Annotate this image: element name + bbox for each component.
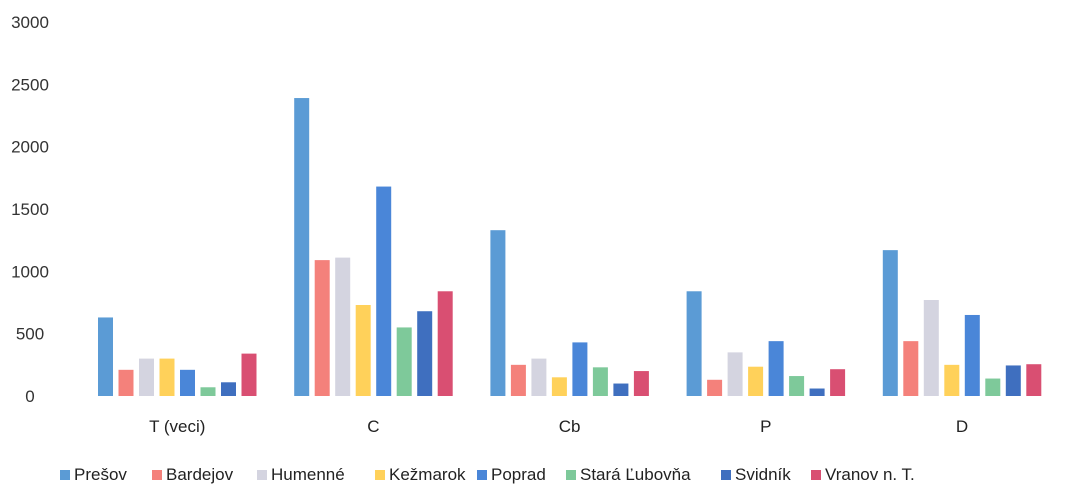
legend-swatch	[811, 470, 821, 480]
bar	[613, 383, 629, 396]
bar	[510, 364, 526, 396]
bar	[686, 291, 702, 396]
x-axis: T (veci) C Cb P D	[149, 417, 968, 436]
x-tick-label: Cb	[559, 417, 581, 436]
y-tick-label: 1000	[11, 262, 49, 281]
bar	[748, 366, 764, 396]
bar	[1026, 364, 1042, 396]
x-tick-label: P	[760, 417, 771, 436]
bar	[944, 364, 960, 396]
legend-label: Prešov	[74, 465, 127, 484]
legend-item: Vranov n. T.	[811, 465, 915, 484]
bar	[1005, 365, 1021, 396]
legend-swatch	[375, 470, 385, 480]
bar	[903, 341, 919, 396]
legend: Prešov Bardejov Humenné Kežmarok Poprad Stará…	[60, 465, 915, 484]
legend-label: Humenné	[271, 465, 345, 484]
legend-label: Vranov n. T.	[825, 465, 915, 484]
bar	[809, 388, 825, 396]
y-tick-label: 2500	[11, 75, 49, 94]
y-tick-label: 3000	[11, 13, 49, 32]
legend-swatch	[566, 470, 576, 480]
bar	[139, 358, 154, 396]
y-tick-label: 0	[25, 387, 34, 406]
legend-label: Poprad	[491, 465, 546, 484]
legend-label: Kežmarok	[389, 465, 466, 484]
legend-swatch	[257, 470, 267, 480]
bar	[417, 311, 433, 396]
bar	[572, 342, 588, 396]
bar	[118, 369, 134, 396]
bar	[923, 300, 939, 396]
legend-item: Prešov	[60, 465, 127, 484]
bar	[159, 358, 175, 396]
legend-swatch	[477, 470, 487, 480]
legend-item: Stará Ľubovňa	[566, 465, 691, 484]
bar	[985, 378, 1001, 396]
legend-swatch	[152, 470, 162, 480]
bar	[727, 352, 743, 396]
bar	[830, 369, 846, 396]
x-tick-label: T (veci)	[149, 417, 205, 436]
bar	[964, 314, 980, 396]
bar	[376, 186, 392, 396]
legend-item: Humenné	[257, 465, 345, 484]
bar	[437, 291, 453, 396]
bar	[98, 317, 113, 396]
bar	[531, 358, 547, 396]
legend-item: Svidník	[721, 465, 791, 484]
legend-item: Bardejov	[152, 465, 234, 484]
legend-label: Stará Ľubovňa	[580, 465, 691, 484]
bar	[294, 98, 310, 397]
y-axis: 0 500 1000 1500 2000 2500 3000	[11, 13, 49, 406]
bar	[221, 382, 236, 396]
bar	[241, 353, 257, 396]
legend-swatch	[721, 470, 731, 480]
bar	[355, 304, 371, 396]
legend-label: Bardejov	[166, 465, 234, 484]
legend-item: Poprad	[477, 465, 546, 484]
legend-item: Kežmarok	[375, 465, 466, 484]
y-tick-label: 2000	[11, 138, 49, 157]
x-tick-label: C	[367, 417, 379, 436]
bar	[592, 367, 608, 396]
bar	[180, 369, 195, 396]
bar	[314, 260, 330, 396]
bar	[789, 376, 805, 396]
bar	[633, 371, 649, 396]
bar	[335, 257, 351, 396]
bar	[707, 379, 723, 396]
bar	[396, 327, 412, 396]
x-tick-label: D	[956, 417, 968, 436]
bar	[551, 377, 567, 396]
legend-swatch	[60, 470, 70, 480]
bars	[98, 98, 1042, 397]
y-tick-label: 1500	[11, 200, 49, 219]
bar	[768, 341, 784, 396]
legend-label: Svidník	[735, 465, 791, 484]
bar	[882, 250, 898, 396]
y-tick-label: 500	[16, 325, 44, 344]
bar	[490, 230, 506, 396]
bar	[200, 387, 216, 396]
